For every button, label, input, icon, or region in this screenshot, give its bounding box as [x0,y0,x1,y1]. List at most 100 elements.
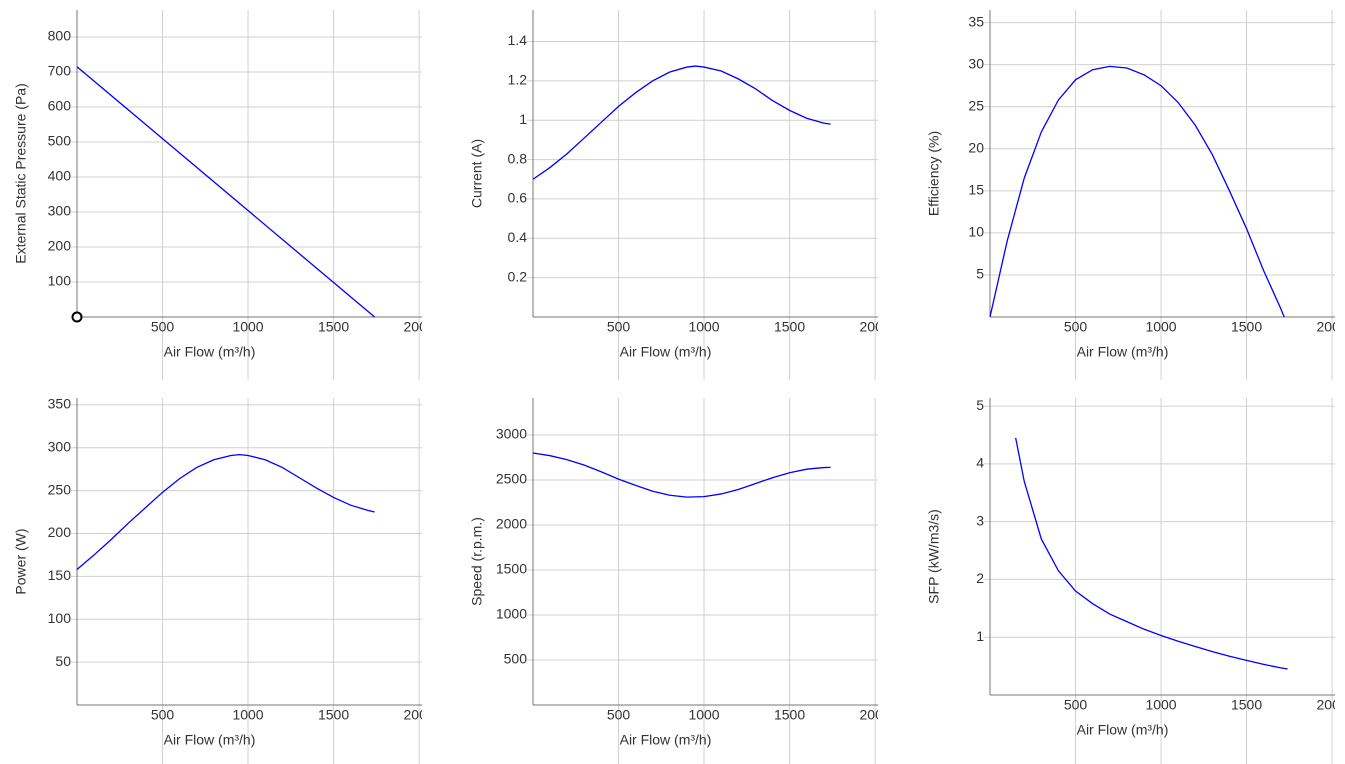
y-axis-title: External Static Pressure (Pa) [13,83,29,264]
y-tick-label: 2500 [496,471,527,487]
x-tick-label: 1000 [688,707,719,723]
y-tick-label: 300 [48,438,72,454]
x-tick-label: 500 [151,707,175,723]
y-tick-label: 1500 [496,561,527,577]
y-tick-label: 200 [48,238,72,254]
x-tick-label: 1000 [232,707,263,723]
x-tick-label: 1500 [318,707,349,723]
x-tick-label: 2000 [1317,697,1345,713]
y-tick-label: 3000 [496,426,527,442]
plot-area [532,65,831,180]
x-axis-title: Air Flow (m³/h) [620,344,712,360]
x-tick-label: 500 [151,319,175,335]
y-tick-label: 250 [48,481,72,497]
plot-area [532,452,831,498]
y-tick-label: 25 [968,97,984,113]
x-axis-title: Air Flow (m³/h) [1077,344,1169,360]
x-tick-label: 1500 [318,319,349,335]
y-tick-label: 2 [976,570,984,586]
plot-area [76,453,375,571]
x-axis-title: Air Flow (m³/h) [164,732,256,748]
y-axis-title: SFP (kW/m3/s) [926,509,942,604]
x-tick-label: 1000 [1145,319,1176,335]
y-tick-label: 100 [48,610,72,626]
x-tick-label: 2000 [1317,319,1345,335]
y-axis-title: Current (A) [469,139,485,208]
y-tick-label: 800 [48,28,72,44]
y-axis-title: Efficiency (%) [926,131,942,216]
chart: 100 200 300 400 500 600 700 800 500 1000 1500 2000 A… [13,10,435,380]
y-tick-label: 2000 [496,516,527,532]
chart: 50 100 150 200 250 300 350 500 1000 1500 2000 Air F… [13,396,435,764]
x-tick-label: 2000 [860,707,891,723]
chart: 0.2 0.4 0.6 0.8 1 1.2 1.4 500 1000 1500 2000 Air Fl… [469,10,891,380]
y-tick-label: 35 [968,13,984,29]
y-tick-label: 0.4 [508,229,528,245]
x-tick-label: 1500 [1231,697,1262,713]
y-tick-label: 4 [976,455,984,471]
x-tick-label: 2000 [404,319,435,335]
plot-area [1015,437,1288,670]
y-tick-label: 600 [48,98,72,114]
x-axis-title: Air Flow (m³/h) [620,732,712,748]
y-axis-title: Power (W) [13,528,29,594]
y-tick-label: 500 [504,651,528,667]
y-tick-label: 100 [48,273,72,289]
y-tick-label: 150 [48,567,72,583]
clip-group: 1 2 3 4 5 500 1000 1500 2000 [976,397,1345,764]
x-tick-label: 1500 [774,319,805,335]
x-tick-label: 500 [607,319,631,335]
x-axis-title: Air Flow (m³/h) [1077,722,1169,738]
y-tick-label: 400 [48,168,72,184]
operating-point [71,311,83,323]
curve [532,65,831,180]
x-tick-label: 2000 [860,319,891,335]
chart: 5 10 15 20 25 30 35 500 1000 1500 2000 Air Flow (m³… [926,10,1345,380]
x-tick-label: 1500 [774,707,805,723]
y-tick-label: 1.4 [508,32,528,48]
y-tick-label: 0.8 [508,150,528,166]
x-tick-label: 500 [607,707,631,723]
x-tick-label: 2000 [404,707,435,723]
y-tick-label: 1 [976,628,984,644]
y-tick-label: 200 [48,524,72,540]
curve [1015,437,1288,670]
y-tick-label: 500 [48,133,72,149]
y-tick-label: 1000 [496,606,527,622]
y-tick-label: 0.6 [508,190,528,206]
y-tick-label: 350 [48,396,72,412]
clip-group: 5 10 15 20 25 30 35 500 1000 1500 2000 [968,10,1345,380]
x-tick-label: 1500 [1231,319,1262,335]
chart: 1 2 3 4 5 500 1000 1500 2000 Air Flow (m³/h) SFP (… [926,397,1345,764]
clip-group: 100 200 300 400 500 600 700 800 500 1000 1500 2000 [48,10,435,380]
y-tick-label: 5 [976,266,984,282]
clip-group: 0.2 0.4 0.6 0.8 1 1.2 1.4 500 1000 1500 2000 [508,10,891,380]
x-tick-label: 1000 [1145,697,1176,713]
plot-area [989,65,1285,318]
curve [76,453,375,571]
y-tick-label: 30 [968,55,984,71]
y-tick-label: 50 [55,653,71,669]
y-tick-label: 3 [976,512,984,528]
y-axis-title: Speed (r.p.m.) [469,517,485,606]
y-tick-label: 1 [519,111,527,127]
x-tick-label: 500 [1064,697,1088,713]
y-tick-label: 700 [48,63,72,79]
x-tick-label: 500 [1064,319,1088,335]
plot-area [76,66,376,318]
curve [76,66,376,318]
y-tick-label: 0.2 [508,268,528,284]
curve [989,65,1285,318]
y-tick-label: 20 [968,139,984,155]
x-axis-title: Air Flow (m³/h) [164,344,256,360]
curve [532,452,831,498]
clip-group: 50 100 150 200 250 300 350 500 1000 1500 2000 [48,396,435,764]
y-tick-label: 15 [968,182,984,198]
x-tick-label: 1000 [688,319,719,335]
y-tick-label: 300 [48,203,72,219]
y-tick-label: 10 [968,224,984,240]
chart: 500 1000 1500 2000 2500 3000 500 1000 1500 2000 Ai… [469,398,891,764]
y-tick-label: 1.2 [508,72,528,88]
x-tick-label: 1000 [232,319,263,335]
